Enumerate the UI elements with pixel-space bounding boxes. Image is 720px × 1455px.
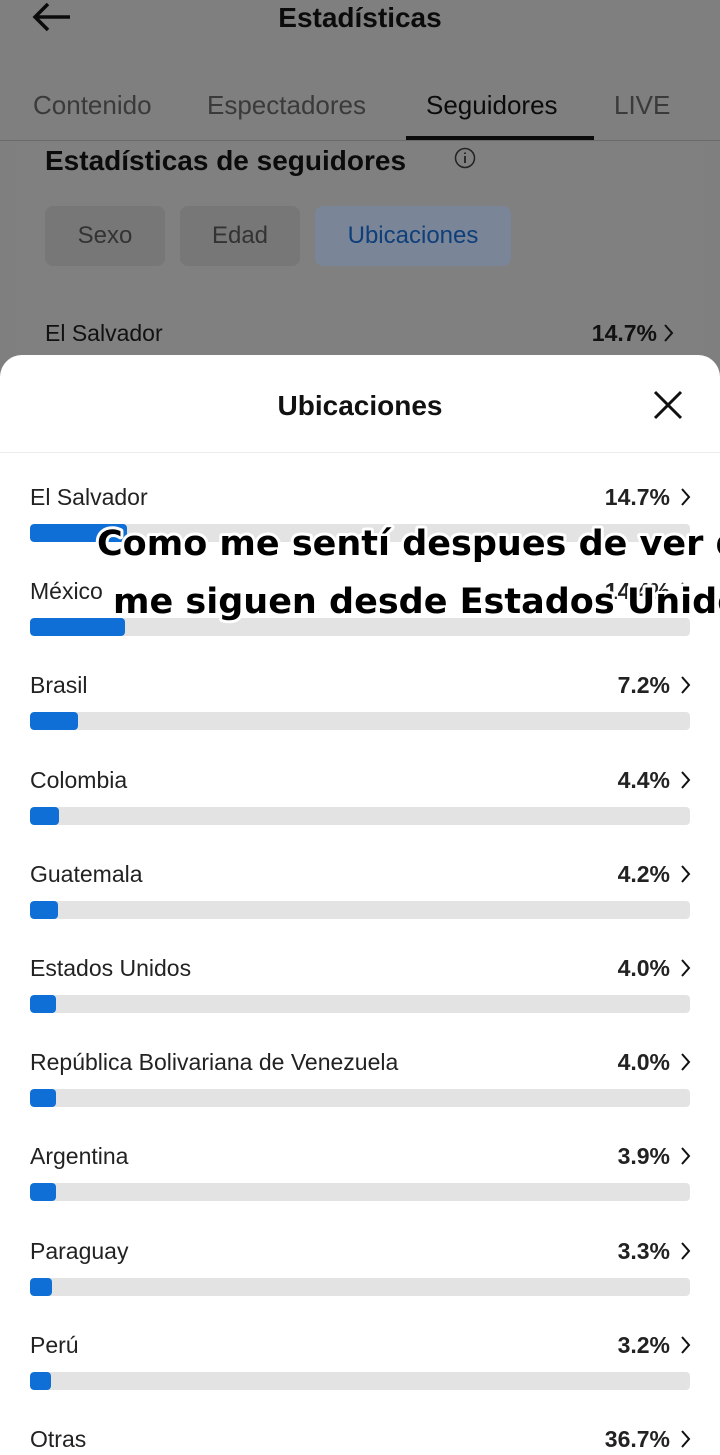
location-percent: 7.2% [617,672,670,699]
progress-track [30,1371,690,1390]
progress-track [30,524,690,542]
location-name: Otras [30,1426,87,1452]
tab-divider [0,140,720,141]
tab[interactable]: LIVE [614,90,671,120]
progress-track [30,900,690,919]
location-name: Brasil [30,672,88,699]
location-percent: 4.2% [617,860,670,887]
progress-bar [30,524,128,542]
caption-overlay: Como me sentí despues de ver que me sigu… [94,521,720,625]
location-percent: 14.7% [604,484,670,510]
location-name: República Bolivariana de Venezuela [30,1049,399,1076]
location-percent: 4.0% [617,955,670,981]
progress-track [30,1277,690,1296]
chevron[interactable] [679,580,693,602]
chip[interactable]: Ubicaciones [315,206,511,266]
progress-track [30,806,690,825]
section-title: Estadísticas de seguidores [45,145,407,176]
location-percent: 3.3% [617,1237,670,1264]
progress-bar [30,1277,52,1296]
chevron[interactable] [679,1240,693,1262]
page-title: Estadísticas [278,2,442,33]
location-percent: 14.4% [604,578,670,605]
chevron[interactable] [679,486,693,508]
tab[interactable]: Seguidores [426,90,558,120]
sheet-title: Ubicaciones [277,390,443,421]
chevron[interactable] [679,769,693,791]
location-name: Paraguay [30,1237,129,1264]
info-icon[interactable] [454,147,478,171]
progress-bar [30,618,126,637]
tab[interactable]: Espectadores [207,90,366,120]
location-name: Perú [30,1331,79,1358]
location-name: Estados Unidos [30,955,192,981]
progress-track [30,1089,690,1108]
caption-line: Como me sentí despues de ver que [97,524,720,564]
progress-track [30,712,690,731]
close-button[interactable] [652,389,684,421]
progress-bar [30,995,57,1013]
location-percent: 4.0% [617,1049,670,1076]
chevron[interactable] [679,1334,693,1356]
bottom-sheet: Ubicaciones El Salvador 14.7% México 14.4% B… [0,355,720,1455]
chevron [664,324,674,342]
chip[interactable]: Sexo [45,206,165,266]
progress-bar [30,900,58,919]
progress-bar [30,806,60,825]
progress-track [30,995,690,1013]
chevron[interactable] [679,1051,693,1073]
location-percent: 4.4% [617,766,670,793]
location-percent: 3.2% [617,1331,670,1358]
progress-bar [30,712,78,731]
chevron[interactable] [679,674,693,696]
location-name: Argentina [30,1143,129,1170]
tab[interactable]: Contenido [33,90,152,120]
location-name: El Salvador [30,484,148,510]
preview-name: El Salvador [45,320,163,346]
progress-bar [30,1371,52,1390]
back-button[interactable] [30,0,74,36]
chevron[interactable] [679,957,693,979]
divider [0,452,720,453]
chevron[interactable] [679,1145,693,1167]
chevron[interactable] [679,863,693,885]
progress-bar [30,1183,56,1202]
chip[interactable]: Edad [180,206,300,266]
location-name: Colombia [30,766,128,793]
location-name: Guatemala [30,860,143,887]
location-percent: 3.9% [617,1143,670,1170]
preview-value: 14.7% [591,320,657,346]
progress-track [30,1183,690,1202]
chevron[interactable] [679,1428,693,1450]
location-percent: 36.7% [604,1426,670,1452]
active-tab-indicator [406,136,594,140]
progress-bar [30,1089,57,1108]
caption-line: me siguen desde Estados Unidos. [113,582,720,622]
location-name: México [30,578,103,605]
progress-track [30,618,690,637]
